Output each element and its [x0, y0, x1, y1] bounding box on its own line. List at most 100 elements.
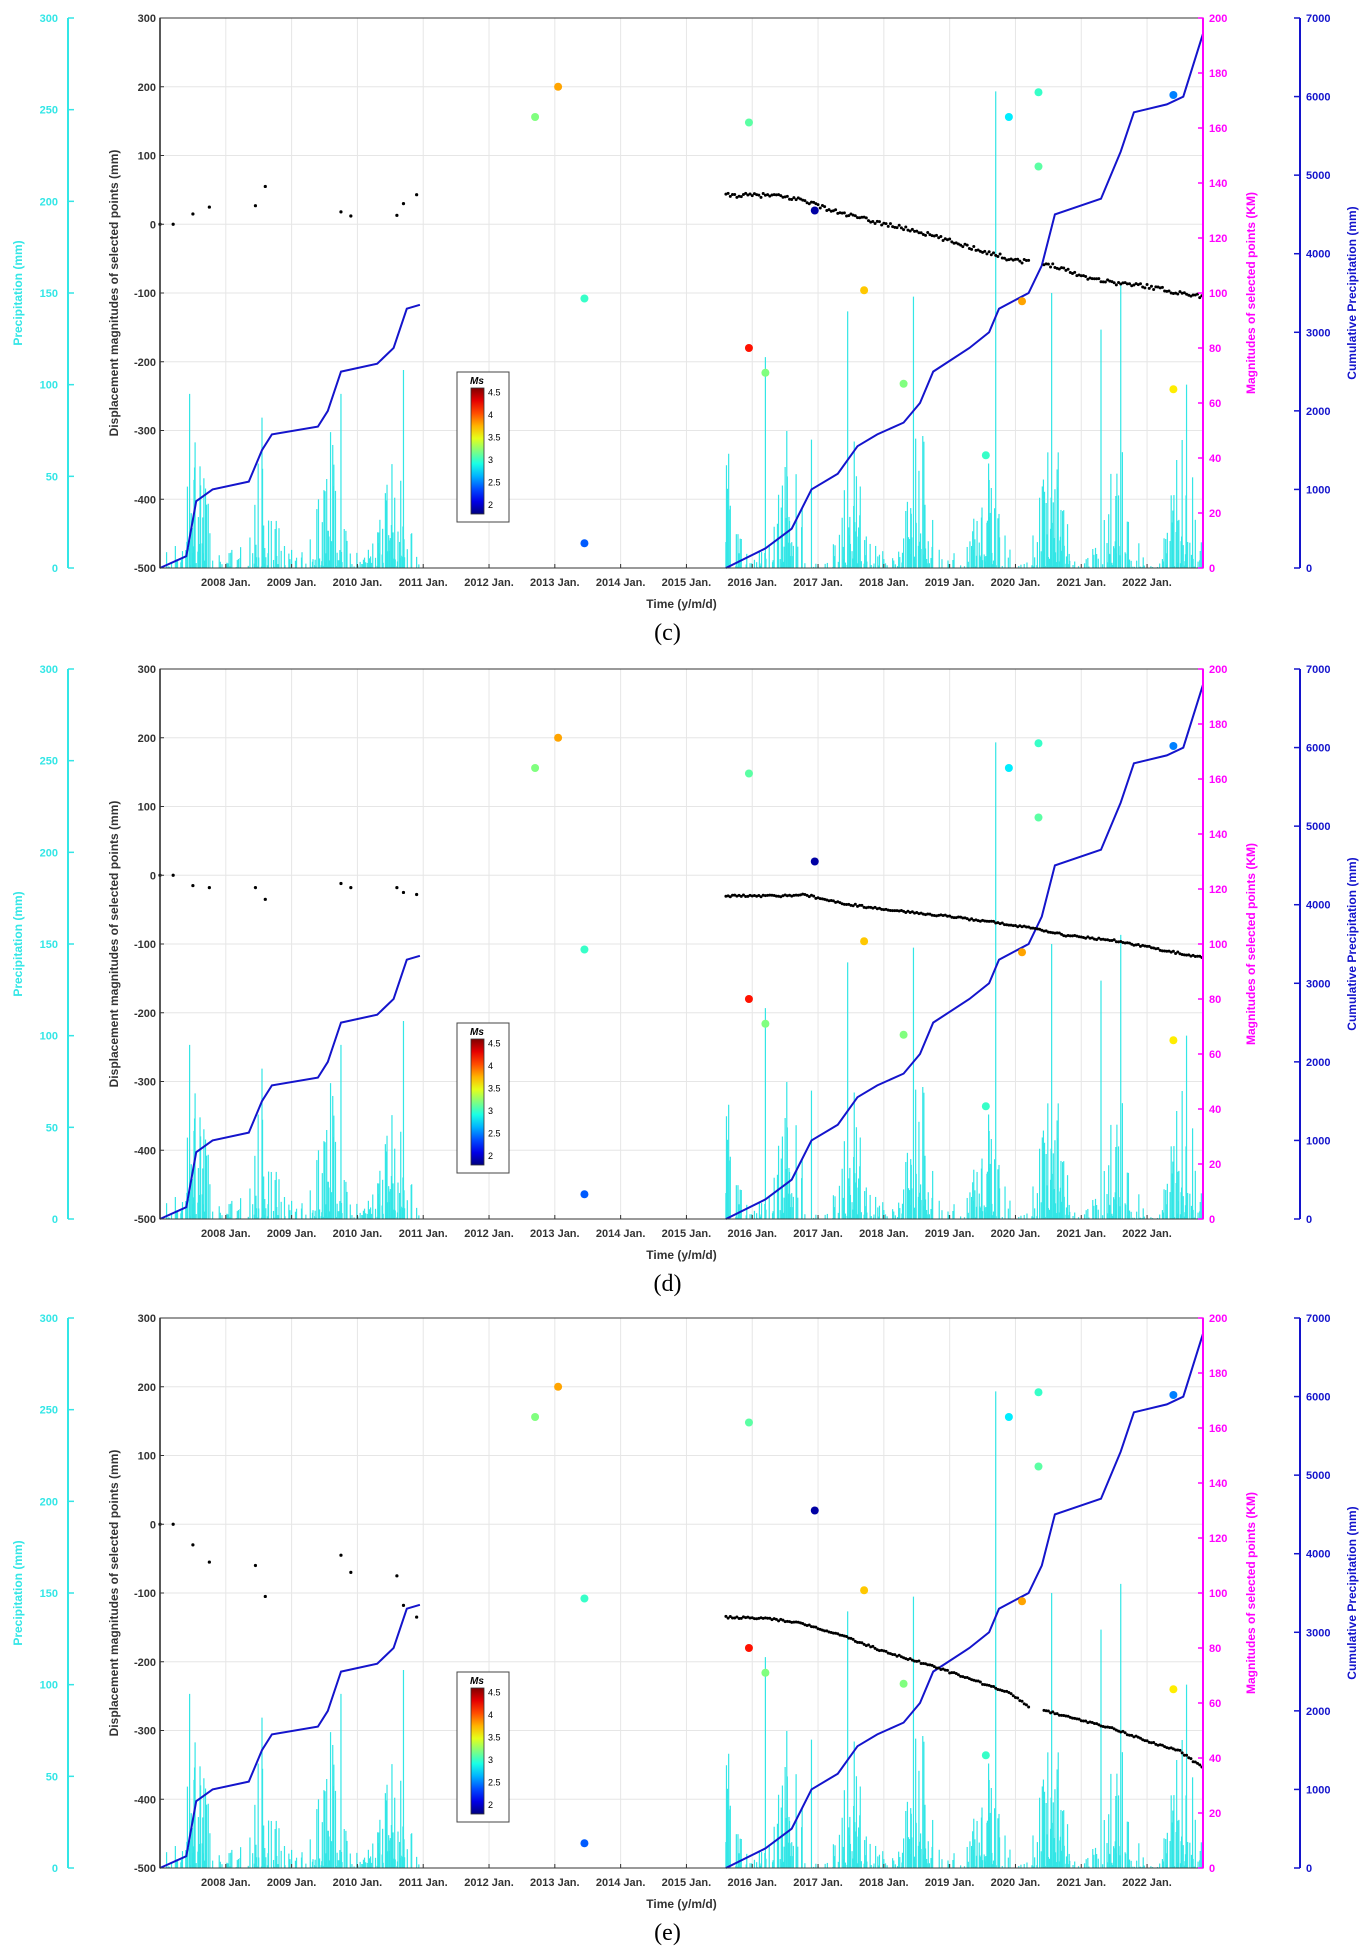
displacement-point [1020, 261, 1024, 265]
magnitude-tick-label: 40 [1209, 1753, 1221, 1765]
displacement-point [739, 894, 743, 898]
magnitude-tick-label: 20 [1209, 508, 1221, 520]
cumulative-tick-label: 7000 [1306, 13, 1330, 25]
displacement-point [726, 1616, 730, 1620]
displacement-point [1064, 268, 1068, 272]
displacement-tick-label: -300 [134, 426, 156, 438]
magnitude-axis: 0 20 40 60 80 100 120 140 160 180 200 Magnitudes of… [1198, 664, 1258, 1226]
displacement-point [737, 194, 741, 198]
displacement-point [1112, 281, 1116, 285]
magnitude-axis-title: Magnitudes of selected points (KM) [1244, 1492, 1258, 1694]
displacement-point [860, 215, 864, 219]
displacement-point [339, 881, 343, 886]
earthquake-point [531, 764, 540, 772]
displacement-point [913, 1659, 917, 1663]
magnitude-tick-label: 20 [1209, 1808, 1221, 1820]
displacement-point [961, 916, 965, 920]
displacement-point [395, 886, 399, 890]
displacement-points [158, 873, 1204, 960]
cumulative-tick-label: 0 [1306, 1214, 1312, 1226]
earthquake-point [1034, 1462, 1043, 1471]
displacement-point [858, 903, 862, 907]
earthquake-point [1034, 88, 1043, 97]
colorbar-title: Ms [470, 376, 484, 387]
panel-label: (c) [654, 620, 681, 646]
cumulative-line-1 [159, 303, 421, 569]
displacement-point [772, 193, 776, 197]
displacement-point [1024, 1703, 1028, 1707]
displacement-point [886, 224, 890, 228]
displacement-point [934, 233, 938, 237]
displacement-point [1136, 943, 1140, 947]
displacement-tick-label: 100 [138, 1451, 156, 1463]
magnitude-tick-label: 40 [1209, 453, 1221, 465]
displacement-point [763, 894, 767, 898]
time-tick-label: 2010 Jan. [333, 1877, 383, 1889]
precipitation-tick-label: 250 [40, 756, 58, 768]
magnitude-tick-label: 60 [1209, 1698, 1221, 1710]
earthquake-point [860, 1586, 869, 1595]
earthquake-point [761, 1019, 770, 1028]
displacement-point [788, 197, 792, 201]
magnitude-tick-label: 140 [1209, 178, 1227, 190]
displacement-point [891, 909, 895, 913]
displacement-point [1176, 950, 1180, 954]
displacement-point [921, 1662, 925, 1666]
displacement-point [1154, 285, 1158, 289]
time-tick-label: 2020 Jan. [991, 577, 1041, 589]
magnitude-tick-label: 100 [1209, 1588, 1227, 1600]
displacement-point [847, 1636, 851, 1640]
displacement-axis-title: Displacement magnitudes of selected poin… [107, 1450, 121, 1737]
earthquake-point [580, 294, 589, 303]
time-tick-label: 2021 Jan. [1056, 1228, 1106, 1240]
earthquake-points [531, 82, 1178, 548]
precipitation-axis: 0 50 100 150 200 250 300 Precipitation (mm) [11, 1313, 74, 1875]
displacement-point [842, 902, 846, 906]
displacement-point [950, 240, 954, 244]
displacement-point [866, 219, 870, 223]
magnitude-tick-label: 80 [1209, 343, 1221, 355]
displacement-tick-label: 200 [138, 82, 156, 94]
displacement-point [349, 214, 353, 218]
displacement-point [1086, 935, 1090, 939]
earthquake-point [981, 451, 990, 460]
magnitude-tick-label: 200 [1209, 1313, 1227, 1325]
displacement-point [814, 1625, 818, 1629]
time-tick-label: 2015 Jan. [662, 1877, 712, 1889]
displacement-point [945, 914, 949, 918]
time-tick-label: 2015 Jan. [662, 577, 712, 589]
time-tick-label: 2008 Jan. [201, 577, 251, 589]
displacement-axis: -500 -400 -300 -200 -100 0 100 200 300 Displaceme… [107, 13, 164, 575]
displacement-tick-label: 100 [138, 802, 156, 814]
time-tick-label: 2022 Jan. [1122, 1228, 1172, 1240]
cumulative-tick-label: 2000 [1306, 406, 1330, 418]
time-axis: 2008 Jan. 2009 Jan. 2010 Jan. 2011 Jan. 2012… [201, 1215, 1172, 1262]
displacement-point [1055, 931, 1059, 935]
displacement-point [401, 202, 406, 206]
precipitation-tick-label: 100 [40, 1680, 58, 1692]
displacement-point [840, 211, 844, 215]
displacement-point [415, 193, 419, 197]
precipitation-bars [165, 91, 1202, 568]
displacement-point [792, 1620, 796, 1624]
cumulative-tick-label: 6000 [1306, 743, 1330, 755]
displacement-point [978, 1680, 982, 1684]
displacement-point [1095, 938, 1099, 942]
time-tick-label: 2015 Jan. [662, 1228, 712, 1240]
displacement-point [818, 206, 822, 210]
displacement-point [893, 1653, 897, 1657]
displacement-point [866, 1643, 870, 1647]
displacement-point [792, 196, 796, 200]
displacement-point [939, 234, 943, 238]
displacement-point [1024, 259, 1028, 263]
displacement-point [970, 247, 974, 251]
displacement-point [1051, 1710, 1055, 1714]
displacement-point [794, 893, 798, 897]
magnitude-tick-label: 60 [1209, 398, 1221, 410]
gridlines [160, 1317, 1203, 1869]
displacement-point [1198, 296, 1202, 300]
time-tick-label: 2019 Jan. [925, 1877, 975, 1889]
precipitation-bars [165, 1391, 1202, 1868]
displacement-point [1077, 1717, 1081, 1721]
displacement-point [836, 1632, 840, 1636]
